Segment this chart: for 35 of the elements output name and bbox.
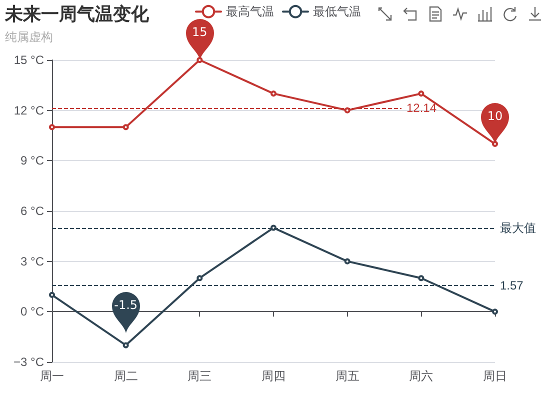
ref-line-label: 1.57 (500, 278, 524, 292)
annotation: -1.5 (113, 298, 139, 312)
point (418, 275, 424, 282)
point (122, 124, 129, 130)
y-tick-label: 9 °C (20, 154, 44, 168)
ref-line-label: 12.14 (406, 100, 437, 115)
point (270, 90, 276, 97)
point (122, 342, 129, 348)
chart-subtitle: 纯属虚构 (5, 30, 53, 44)
point (492, 308, 498, 315)
y-tick-label: 12 °C (14, 103, 44, 118)
point (344, 107, 350, 114)
y-tick-label: 6 °C (20, 204, 44, 218)
x-tick-label: 周三 (188, 369, 212, 383)
point (344, 258, 350, 264)
x-tick-label: 周六 (409, 369, 434, 383)
x-tick-label: 周日 (483, 369, 507, 383)
legend-label: 最低气温 (313, 4, 361, 19)
annotation: 10 (486, 108, 504, 123)
x-tick-label: 周二 (114, 369, 138, 383)
y-tick-label: −3 °C (14, 355, 44, 369)
x-tick-label: 周一 (40, 369, 64, 383)
y-tick-label: 0 °C (20, 304, 44, 319)
annotation: 15 (191, 25, 208, 39)
y-tick-label: 15 °C (14, 53, 44, 67)
chart-title: 未来一周气温变化 (4, 4, 150, 24)
ref-line-label: 最大值 (500, 220, 536, 235)
point (49, 292, 55, 298)
legend-label: 最高气温 (226, 4, 274, 19)
y-tick-label: 3 °C (20, 254, 44, 268)
point (196, 275, 203, 282)
point (49, 124, 55, 130)
point (418, 90, 424, 97)
x-tick-label: 周五 (335, 369, 360, 383)
x-tick-label: 周四 (262, 369, 286, 383)
